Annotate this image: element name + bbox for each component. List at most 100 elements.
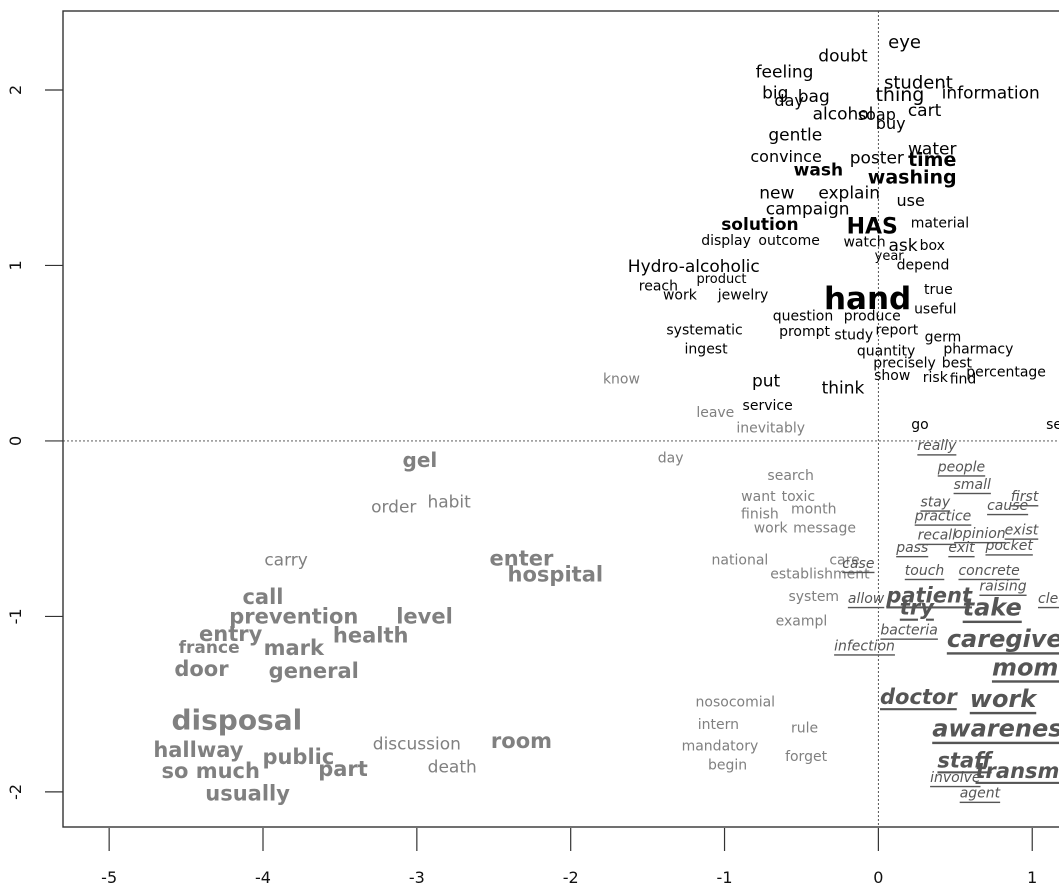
word-point-care: care: [829, 552, 859, 568]
word-point-intern: intern: [698, 717, 739, 733]
word-point-france: france: [179, 638, 240, 658]
word-point-exampl: exampl: [776, 614, 828, 630]
word-point-study: study: [834, 328, 873, 344]
word-point-germ: germ: [925, 329, 962, 345]
word-point-leave: leave: [696, 405, 734, 421]
word-point-day: day: [658, 450, 684, 466]
word-point-general: general: [269, 659, 359, 683]
word-point-stay: stay: [920, 494, 950, 510]
word-point-doctor: doctor: [880, 685, 958, 709]
word-point-raising: raising: [979, 579, 1026, 595]
word-point-gel: gel: [403, 448, 438, 472]
x-tick-label: -2: [563, 868, 579, 887]
word-point-national: national: [712, 552, 769, 568]
word-point-message: message: [793, 521, 856, 537]
word-point-display: display: [701, 233, 751, 249]
word-point-agent: agent: [960, 786, 1001, 802]
word-point-campaign: campaign: [766, 199, 850, 219]
word-point-rule: rule: [791, 721, 818, 737]
word-point-true: true: [924, 282, 953, 298]
word-point-really: really: [917, 438, 957, 454]
word-point-watch: watch: [843, 235, 885, 251]
word-point-ingest: ingest: [685, 342, 729, 358]
word-point-water: water: [908, 140, 956, 160]
word-point-washing: washing: [868, 167, 957, 189]
word-point-try: try: [900, 596, 935, 620]
word-point-day: day: [774, 91, 803, 110]
word-point-hand: hand: [824, 281, 911, 317]
word-point-touch: touch: [905, 563, 945, 579]
word-point-pharmacy: pharmacy: [943, 342, 1013, 358]
x-tick-label: -4: [255, 868, 271, 887]
word-point-prompt: prompt: [779, 324, 830, 340]
word-point-patient: patient: [885, 583, 973, 607]
y-axis: -2 -1 0 1 2: [6, 85, 63, 800]
word-point-buy: buy: [876, 114, 906, 133]
word-point-cart: cart: [908, 101, 942, 121]
word-point-establishment: establishment: [770, 566, 870, 582]
word-point-percentage: percentage: [966, 364, 1046, 380]
y-tick-label: 0: [6, 436, 25, 446]
word-point-soap: soap: [858, 105, 896, 124]
word-point-systematic: systematic: [666, 322, 742, 338]
word-point-solution: solution: [721, 215, 798, 235]
word-point-quantity: quantity: [857, 343, 915, 359]
word-point-toxic: toxic: [782, 489, 816, 505]
x-tick-label: -1: [717, 868, 733, 887]
word-point-finish: finish: [741, 507, 779, 523]
y-tick-label: -2: [6, 784, 25, 800]
word-point-convince: convince: [750, 147, 821, 166]
word-point-habit: habit: [427, 492, 471, 512]
word-point-month: month: [791, 501, 836, 517]
word-point-outcome: outcome: [758, 233, 819, 249]
plot-frame: [62, 10, 1059, 828]
word-point-product: product: [696, 272, 746, 287]
word-point-enter: enter: [490, 547, 554, 571]
y-tick-label: 2: [6, 85, 25, 95]
word-point-best: best: [942, 356, 973, 372]
word-point-material: material: [911, 215, 969, 231]
word-point-disposal: disposal: [171, 703, 302, 736]
word-point-student: student: [884, 72, 953, 93]
word-point-gentle: gentle: [768, 126, 822, 146]
word-point-involve: involve: [930, 770, 980, 786]
word-point-first: first: [1011, 489, 1039, 505]
word-point-staff: staff: [937, 748, 994, 772]
word-point-work: work: [970, 685, 1038, 713]
word-point-carry: carry: [264, 550, 308, 570]
word-point-call: call: [242, 585, 283, 609]
word-point-service: service: [743, 398, 793, 414]
word-point-poster: poster: [850, 148, 904, 168]
word-point-opinion: opinion: [954, 526, 1006, 542]
word-point-year: year: [875, 249, 905, 264]
word-point-bacteria: bacteria: [880, 622, 938, 638]
word-point-use: use: [897, 191, 925, 210]
word-point-show: show: [874, 368, 910, 384]
word-point-exist: exist: [1005, 522, 1039, 538]
word-point-practice: practice: [914, 508, 972, 524]
word-point-alcohol: alcohol: [813, 105, 874, 125]
word-point-nosocomial: nosocomial: [696, 694, 776, 710]
word-point-search: search: [767, 468, 814, 484]
x-axis: -5 -4 -3 -2 -1 0 1: [101, 828, 1037, 887]
word-point-wash: wash: [794, 161, 843, 181]
word-point-hydro-alcoholic: Hydro-alcoholic: [628, 257, 760, 277]
word-point-health: health: [333, 624, 409, 648]
word-point-cause: cause: [987, 498, 1028, 514]
word-point-work: work: [754, 521, 789, 537]
word-point-box: box: [920, 238, 945, 254]
word-point-exit: exit: [948, 540, 975, 556]
word-point-entry: entry: [199, 622, 263, 646]
word-point-discussion: discussion: [373, 735, 461, 755]
word-point-take: take: [963, 594, 1022, 622]
word-point-awareness: awareness: [932, 715, 1059, 743]
word-point-part: part: [318, 757, 368, 781]
word-point-know: know: [603, 372, 640, 388]
word-point-has: HAS: [847, 214, 898, 239]
word-point-hallway: hallway: [153, 738, 243, 762]
word-point-new: new: [759, 184, 794, 204]
x-tick-label: 1: [1027, 868, 1037, 887]
